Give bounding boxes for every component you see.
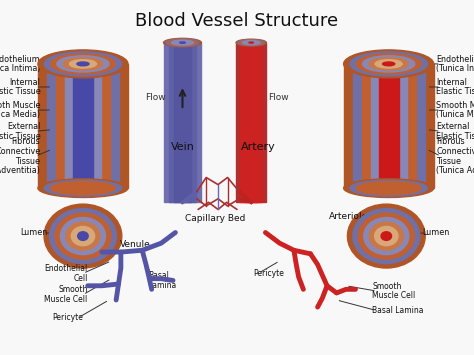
Ellipse shape xyxy=(358,213,414,259)
Ellipse shape xyxy=(38,179,128,197)
Ellipse shape xyxy=(353,209,420,263)
Ellipse shape xyxy=(66,222,100,250)
Text: External
Elastic Tissue: External Elastic Tissue xyxy=(436,122,474,141)
Ellipse shape xyxy=(364,218,409,255)
Ellipse shape xyxy=(55,213,111,259)
Ellipse shape xyxy=(44,180,122,196)
Bar xyxy=(65,64,101,188)
Bar xyxy=(174,43,191,202)
Text: Venule: Venule xyxy=(120,240,150,250)
Text: Pericyte: Pericyte xyxy=(52,313,83,322)
Bar xyxy=(344,64,434,188)
Text: Lumen: Lumen xyxy=(422,228,449,237)
Bar xyxy=(56,64,110,188)
Text: Smooth Muscle
(Tunica Media): Smooth Muscle (Tunica Media) xyxy=(436,101,474,119)
Ellipse shape xyxy=(350,52,428,76)
Bar xyxy=(169,43,196,202)
Ellipse shape xyxy=(374,226,398,246)
Ellipse shape xyxy=(164,38,201,47)
Ellipse shape xyxy=(344,50,434,78)
Ellipse shape xyxy=(166,39,199,46)
Text: Blood Vessel Structure: Blood Vessel Structure xyxy=(136,12,338,31)
Text: Flow: Flow xyxy=(145,93,166,102)
Ellipse shape xyxy=(63,58,103,70)
Ellipse shape xyxy=(49,209,117,263)
Text: Lumen: Lumen xyxy=(20,228,47,237)
Ellipse shape xyxy=(242,40,260,45)
Ellipse shape xyxy=(356,181,421,195)
Ellipse shape xyxy=(347,204,425,268)
Text: External
Elastic Tissue: External Elastic Tissue xyxy=(0,122,40,141)
Ellipse shape xyxy=(60,218,106,255)
Bar xyxy=(240,43,262,202)
Bar xyxy=(379,64,399,188)
Ellipse shape xyxy=(69,60,96,68)
Ellipse shape xyxy=(240,40,262,45)
Bar xyxy=(245,43,258,202)
Text: Artery: Artery xyxy=(241,142,276,152)
Ellipse shape xyxy=(375,60,402,68)
Ellipse shape xyxy=(356,54,421,74)
Text: Basal Lamina: Basal Lamina xyxy=(372,306,424,315)
Ellipse shape xyxy=(363,56,415,72)
Text: Endothelium
(Tunica Intima): Endothelium (Tunica Intima) xyxy=(0,55,40,73)
Ellipse shape xyxy=(383,62,395,66)
Bar xyxy=(38,64,128,188)
Bar xyxy=(47,64,119,188)
Text: Capillary Bed: Capillary Bed xyxy=(185,214,246,223)
Text: Fibrous
Connective
Tissue
(Tunica Adventitia): Fibrous Connective Tissue (Tunica Advent… xyxy=(0,137,40,175)
Ellipse shape xyxy=(78,232,88,240)
Text: Flow: Flow xyxy=(268,93,289,102)
Ellipse shape xyxy=(51,54,115,74)
Ellipse shape xyxy=(169,39,196,46)
Ellipse shape xyxy=(369,222,403,250)
Ellipse shape xyxy=(44,52,122,76)
Ellipse shape xyxy=(57,56,109,72)
Bar xyxy=(353,64,425,188)
Text: Smooth
Muscle Cell: Smooth Muscle Cell xyxy=(372,282,415,300)
Ellipse shape xyxy=(71,226,95,246)
Bar xyxy=(73,64,93,188)
Bar xyxy=(371,64,407,188)
Text: Internal
Elastic Tissue: Internal Elastic Tissue xyxy=(0,78,40,96)
Text: Fibrous
Connective
Tissue
(Tunica Adventitia): Fibrous Connective Tissue (Tunica Advent… xyxy=(436,137,474,175)
Bar xyxy=(164,43,201,202)
Text: Smooth Muscle
(Tunica Media): Smooth Muscle (Tunica Media) xyxy=(0,101,40,119)
Ellipse shape xyxy=(77,62,89,66)
Ellipse shape xyxy=(249,42,254,43)
Text: Endothelial
Cell: Endothelial Cell xyxy=(45,264,88,283)
Ellipse shape xyxy=(172,40,193,45)
Bar xyxy=(380,64,398,188)
Bar xyxy=(362,64,416,188)
Ellipse shape xyxy=(238,40,264,45)
Text: Arteriole: Arteriole xyxy=(329,212,368,221)
Text: Pericyte: Pericyte xyxy=(254,269,284,278)
Ellipse shape xyxy=(51,181,115,195)
Ellipse shape xyxy=(344,179,434,197)
Ellipse shape xyxy=(38,50,128,78)
Text: Endothelium
(Tunica Intima): Endothelium (Tunica Intima) xyxy=(436,55,474,73)
Bar xyxy=(236,43,266,202)
Text: Vein: Vein xyxy=(171,142,194,152)
Ellipse shape xyxy=(236,39,266,46)
Text: Basal
Lamina: Basal Lamina xyxy=(148,271,176,290)
Ellipse shape xyxy=(381,232,392,240)
Ellipse shape xyxy=(180,42,185,43)
Ellipse shape xyxy=(369,58,409,70)
Ellipse shape xyxy=(350,180,428,196)
Text: Internal
Elastic Tissue: Internal Elastic Tissue xyxy=(436,78,474,96)
Text: Smooth
Muscle Cell: Smooth Muscle Cell xyxy=(45,285,88,304)
Ellipse shape xyxy=(44,204,122,268)
Bar xyxy=(74,64,92,188)
